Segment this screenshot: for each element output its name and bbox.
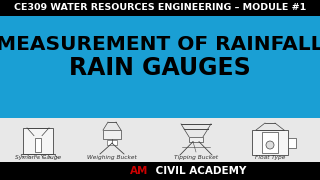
Bar: [35, 138, 41, 152]
Bar: [288, 138, 296, 148]
Bar: [107, 140, 117, 145]
Text: AM: AM: [130, 166, 148, 176]
Bar: [0, 162, 320, 180]
Text: CIVIL ACADEMY: CIVIL ACADEMY: [152, 166, 246, 176]
Text: Symon's Gauge: Symon's Gauge: [15, 154, 61, 159]
Bar: [103, 130, 121, 139]
Text: CE309 WATER RESOURCES ENGINEERING – MODULE #1: CE309 WATER RESOURCES ENGINEERING – MODU…: [14, 3, 306, 12]
Bar: [0, 0, 320, 16]
Text: Weighing Bucket: Weighing Bucket: [87, 154, 137, 159]
Text: Float Type: Float Type: [255, 154, 285, 159]
Bar: [23, 128, 53, 154]
Bar: [189, 137, 203, 142]
Text: MEASUREMENT OF RAINFALL: MEASUREMENT OF RAINFALL: [0, 35, 320, 53]
Circle shape: [266, 141, 274, 149]
Bar: [0, 118, 320, 162]
Bar: [262, 132, 278, 153]
Text: RAIN GAUGES: RAIN GAUGES: [69, 56, 251, 80]
Bar: [252, 130, 288, 155]
Text: Tipping Bucket: Tipping Bucket: [174, 154, 218, 159]
